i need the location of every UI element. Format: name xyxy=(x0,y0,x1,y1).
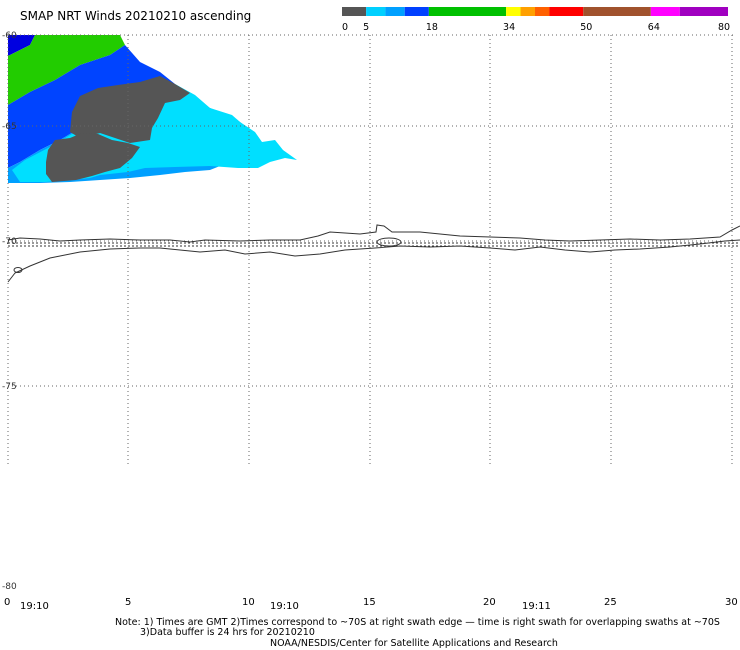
longitude-label: 10 xyxy=(242,597,255,608)
island xyxy=(13,267,23,273)
longitude-label: 15 xyxy=(363,597,376,608)
colorbar-tick-label: 34 xyxy=(503,22,515,33)
colorbar: 0 5 18 34 50 64 80 xyxy=(342,7,730,33)
swath-time-label: 19:11 xyxy=(522,601,551,612)
colorbar-segment xyxy=(506,7,521,16)
colorbar-tick-label: 5 xyxy=(363,22,369,33)
map-title: SMAP NRT Winds 20210210 ascending xyxy=(20,9,252,23)
wind-swath xyxy=(8,35,297,183)
colorbar-segment xyxy=(404,7,429,16)
note-line-3: NOAA/NESDIS/Center for Satellite Applica… xyxy=(270,638,558,649)
colorbar-segment xyxy=(650,7,680,16)
latitude-label: -80 xyxy=(2,582,17,592)
note-line-2: 3)Data buffer is 24 hrs for 20210210 xyxy=(140,627,315,638)
colorbar-segment xyxy=(342,7,367,16)
latitude-label: -70 xyxy=(2,237,17,247)
ice-shelf-edge xyxy=(7,224,740,243)
note-line-1: Note: 1) Times are GMT 2)Times correspon… xyxy=(115,617,720,628)
colorbar-segment xyxy=(583,7,651,16)
colorbar-segment xyxy=(679,7,728,16)
colorbar-tick-label: 0 xyxy=(342,22,348,33)
colorbar-segment xyxy=(366,7,386,16)
coastline xyxy=(7,224,740,283)
colorbar-tick-label: 80 xyxy=(718,22,730,33)
time-labels: 19:10 19:10 19:11 xyxy=(20,601,551,612)
colorbar-segment xyxy=(385,7,405,16)
wind-region-calm-lower xyxy=(46,133,140,182)
longitude-label: 30 xyxy=(725,597,738,608)
colorbar-tick-label: 64 xyxy=(648,22,660,33)
longitude-label: 20 xyxy=(483,597,496,608)
longitude-label: 0 xyxy=(4,597,10,608)
colorbar-segment xyxy=(535,7,550,16)
latitude-label: -65 xyxy=(2,122,17,132)
colorbar-segment xyxy=(549,7,584,16)
colorbar-tick-label: 50 xyxy=(580,22,592,33)
wind-region-green xyxy=(8,35,125,105)
swath-time-label: 19:10 xyxy=(270,601,299,612)
island xyxy=(376,237,402,247)
colorbar-segment xyxy=(520,7,535,16)
longitude-label: 25 xyxy=(604,597,617,608)
latitude-labels: -60 -65 -70 -75 -80 xyxy=(2,31,17,592)
wind-region-darkblue xyxy=(8,35,35,56)
swath-time-label: 19:10 xyxy=(20,601,49,612)
coastline-main xyxy=(7,239,740,283)
longitude-label: 5 xyxy=(125,597,131,608)
latitude-label: -75 xyxy=(2,382,17,392)
colorbar-tick-label: 18 xyxy=(426,22,438,33)
latitude-label: -60 xyxy=(2,31,17,41)
longitude-labels: 0 5 10 15 20 25 30 xyxy=(4,597,738,608)
lat-lon-grid xyxy=(7,34,736,465)
ice-shelf-hatching xyxy=(8,242,740,247)
colorbar-segment xyxy=(428,7,507,16)
